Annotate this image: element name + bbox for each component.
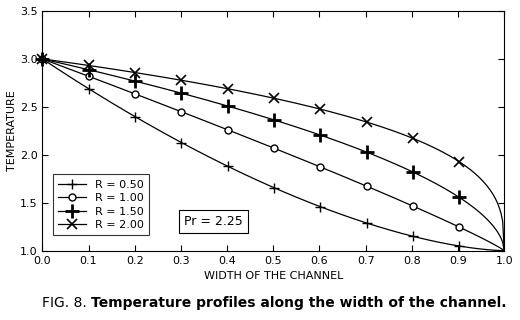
R = 0.50 — [322, 207, 328, 211]
Line: R = 0.50: R = 0.50 — [37, 54, 509, 255]
R = 2.00 — [322, 108, 328, 112]
Legend: R = 0.50, R = 1.00, R = 1.50, R = 2.00: R = 0.50, R = 1.00, R = 1.50, R = 2.00 — [53, 174, 149, 236]
R = 2.00 — [428, 145, 435, 148]
Y-axis label: TEMPERATURE: TEMPERATURE — [7, 91, 17, 171]
R = 1.00 — [428, 212, 435, 216]
R = 1.00 — [458, 226, 464, 230]
R = 1.50 — [41, 57, 47, 61]
R = 0.50 — [39, 57, 45, 61]
R = 1.50 — [314, 132, 320, 136]
R = 1.00 — [41, 58, 47, 61]
R = 2.00 — [458, 161, 464, 165]
R = 1.50 — [322, 135, 328, 139]
R = 0.50 — [428, 239, 435, 243]
R = 2.00 — [313, 106, 319, 110]
R = 0.50 — [501, 249, 508, 252]
R = 1.50 — [428, 180, 435, 183]
Text: Pr = 2.25: Pr = 2.25 — [184, 215, 243, 228]
R = 0.50 — [313, 203, 319, 207]
R = 1.00 — [322, 167, 328, 171]
R = 1.50 — [501, 249, 508, 252]
Line: R = 1.50: R = 1.50 — [35, 52, 511, 258]
R = 1.00 — [314, 164, 320, 168]
R = 2.00 — [41, 57, 47, 61]
R = 2.00 — [501, 249, 508, 252]
R = 0.50 — [314, 204, 320, 207]
R = 1.00 — [39, 57, 45, 61]
Line: R = 2.00: R = 2.00 — [37, 54, 509, 255]
Line: R = 1.00: R = 1.00 — [39, 55, 508, 254]
Text: Temperature profiles along the width of the channel.: Temperature profiles along the width of … — [91, 296, 506, 310]
R = 0.50 — [41, 58, 47, 62]
R = 1.00 — [501, 249, 508, 252]
R = 1.50 — [39, 57, 45, 61]
Text: FIG. 8.: FIG. 8. — [42, 296, 90, 310]
R = 1.00 — [313, 163, 319, 167]
X-axis label: WIDTH OF THE CHANNEL: WIDTH OF THE CHANNEL — [204, 271, 343, 281]
R = 0.50 — [458, 244, 464, 248]
R = 2.00 — [314, 107, 320, 110]
R = 2.00 — [39, 57, 45, 61]
R = 1.50 — [313, 132, 319, 135]
R = 1.50 — [458, 196, 464, 200]
